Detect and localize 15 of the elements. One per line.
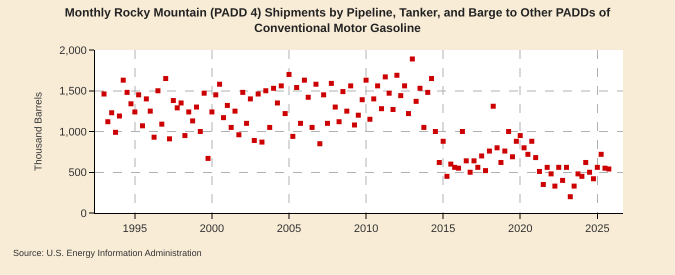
source-note: Source: U.S. Energy Information Administration — [13, 248, 202, 258]
y-axis-title: Thousand Barrels — [33, 92, 44, 171]
x-tick-label: 2000 — [200, 223, 224, 236]
x-tick-label: 2010 — [354, 223, 378, 236]
chart-title: Monthly Rocky Mountain (PADD 4) Shipments by Pipeline, Tanker, and Barge to Other PADDs of Conventional Motor Gasoline — [64, 6, 612, 36]
y-tick-label: 0 — [80, 208, 87, 220]
x-tick-label: 2025 — [585, 223, 610, 236]
y-tick-label: 1,000 — [59, 126, 87, 138]
x-tick-label: 2020 — [508, 223, 532, 236]
x-tick-label: 1995 — [122, 223, 148, 236]
y-tick-label: 2,000 — [59, 44, 87, 57]
x-tick-label: 2005 — [276, 223, 302, 236]
y-tick-label: 1,500 — [59, 86, 87, 98]
y-tick-label: 500 — [68, 167, 87, 180]
x-tick-label: 2015 — [430, 223, 456, 236]
